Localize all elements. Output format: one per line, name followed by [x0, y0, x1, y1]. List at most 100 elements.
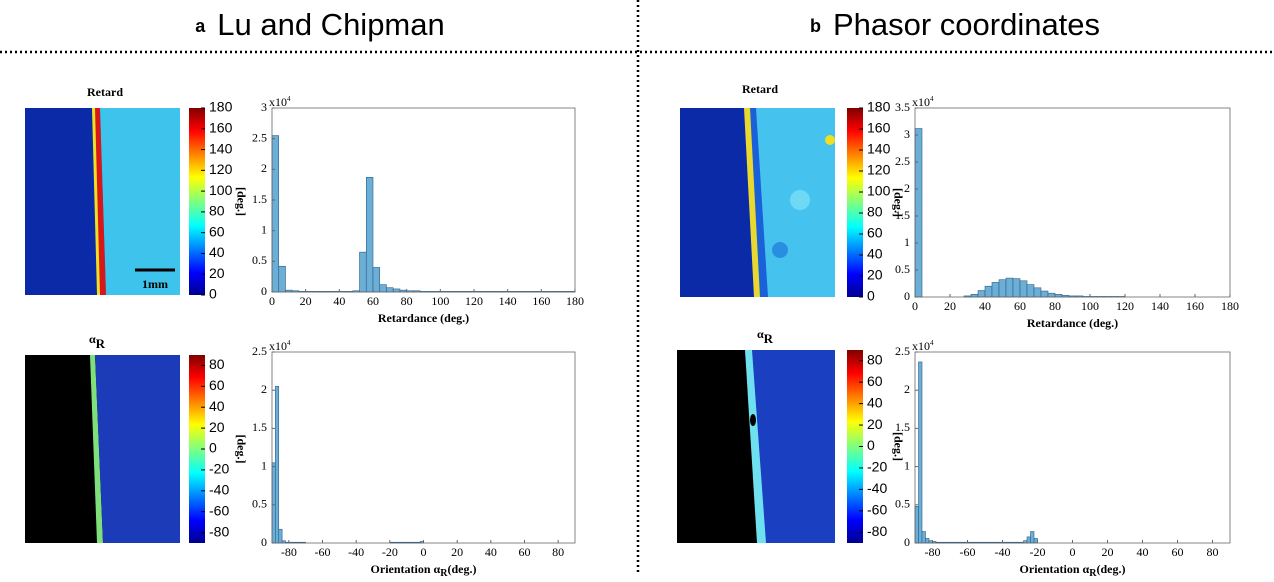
- y-tick-label: 0: [261, 535, 267, 549]
- colorbar-tick-label: 60: [867, 225, 883, 241]
- x-tick-label: 20: [300, 294, 312, 308]
- colorbar-tick-label: 80: [867, 351, 883, 367]
- y-tick-label: 3: [904, 127, 910, 141]
- y-tick-label: 2.5: [252, 344, 267, 358]
- colorbar-tick-label: 100: [209, 182, 233, 198]
- panel-title: Phasor coordinates: [833, 7, 1100, 42]
- colorbar-tick-label: 120: [209, 161, 233, 177]
- colorbar-tick-label: 100: [867, 183, 891, 199]
- colorbar-tick-label: 40: [209, 244, 225, 260]
- axis-scale: x104: [912, 95, 934, 109]
- bar: [1040, 290, 1049, 298]
- image-title: Retard: [742, 82, 778, 96]
- bar: [921, 531, 926, 544]
- scale-bar-label: 1mm: [142, 277, 168, 291]
- colorbar-label: [deg.]: [234, 435, 248, 464]
- image-title: αR: [757, 327, 774, 346]
- panel-header: a Lu and Chipman: [195, 7, 445, 42]
- x-tick-label: 80: [552, 545, 564, 559]
- axis-scale: x104: [912, 339, 934, 353]
- colorbar-tick-label: 40: [867, 394, 883, 410]
- y-tick-label: 2.5: [252, 130, 267, 144]
- bar: [1026, 284, 1035, 298]
- x-tick-label: 60: [1172, 545, 1184, 559]
- bar: [359, 251, 367, 293]
- colorbar-tick-label: -40: [209, 481, 229, 497]
- x-tick-label: -60: [315, 545, 331, 559]
- colorbar: [847, 350, 863, 543]
- bar: [278, 265, 286, 293]
- scale-exponent: 4: [930, 339, 934, 347]
- colorbar-tick-label: 0: [867, 437, 875, 453]
- bar: [914, 506, 919, 544]
- y-tick-label: 1.5: [252, 192, 267, 206]
- colorbar-tick-label: 140: [209, 140, 233, 156]
- colorbar: [189, 355, 205, 543]
- x-tick-label: 0: [1070, 545, 1076, 559]
- bar: [1019, 280, 1028, 298]
- colorbar-tick-label: 20: [867, 416, 883, 432]
- x-tick-label: 20: [1102, 545, 1114, 559]
- colorbar-tick-label: -80: [209, 523, 229, 539]
- title-sub: R: [96, 336, 106, 351]
- colorbar-label: [deg.]: [891, 188, 905, 217]
- bar: [925, 538, 930, 544]
- colorbar-tick-label: 180: [867, 99, 891, 115]
- x-tick-label: 40: [979, 299, 991, 313]
- x-tick-label: -80: [281, 545, 297, 559]
- panel-letter: b: [810, 16, 821, 36]
- x-tick-label: 20: [944, 299, 956, 313]
- colorbar-tick-label: 0: [209, 286, 217, 302]
- label-end: (deg.): [447, 562, 476, 576]
- colorbar-tick-label: 160: [867, 120, 891, 136]
- label-end: (deg.): [1096, 562, 1125, 576]
- bar: [1054, 293, 1063, 298]
- colorbar-tick-label: 60: [209, 223, 225, 239]
- y-tick-label: 0.5: [252, 497, 267, 511]
- y-tick-label: 0: [904, 289, 910, 303]
- colorbar: [847, 108, 863, 297]
- colorbar-label: [deg.]: [234, 187, 248, 216]
- y-tick-label: 2: [261, 161, 267, 175]
- colorbar-tick-label: 40: [209, 398, 225, 414]
- x-tick-label: 180: [566, 294, 584, 308]
- y-tick-label: 1: [261, 458, 267, 472]
- bar: [977, 290, 986, 298]
- y-tick-label: 1: [904, 235, 910, 249]
- plot-frame: [271, 351, 576, 544]
- colorbar-tick-label: 140: [867, 141, 891, 157]
- colorbar-tick-label: 120: [867, 162, 891, 178]
- x-tick-label: 100: [431, 294, 449, 308]
- y-tick-label: 2.5: [895, 154, 910, 168]
- x-axis-label: Orientation αR(deg.): [371, 562, 477, 580]
- title-main: α: [89, 332, 96, 346]
- bar: [1030, 531, 1035, 544]
- x-tick-label: 120: [1116, 299, 1134, 313]
- colorbar-tick-label: -20: [867, 459, 887, 475]
- axis-scale: x104: [269, 339, 291, 353]
- x-tick-label: 0: [421, 545, 427, 559]
- y-tick-label: 2: [261, 382, 267, 396]
- x-axis-label: Retardance (deg.): [1027, 316, 1118, 330]
- scale-exponent: 4: [930, 95, 934, 103]
- y-tick-label: 2: [904, 382, 910, 396]
- bar: [379, 284, 387, 293]
- panel-header: b Phasor coordinates: [810, 7, 1100, 42]
- y-tick-label: 0.5: [252, 253, 267, 267]
- title-sub: R: [764, 331, 774, 346]
- image: [680, 108, 835, 297]
- bar: [392, 288, 401, 293]
- bar: [1033, 287, 1042, 298]
- y-tick-label: 1.5: [895, 420, 910, 434]
- image-title: Retard: [87, 85, 123, 99]
- colorbar-tick-label: 60: [867, 373, 883, 389]
- bar: [970, 293, 979, 298]
- x-axis-label: Orientation αR(deg.): [1020, 562, 1126, 580]
- x-tick-label: 40: [1137, 545, 1149, 559]
- bar: [1012, 278, 1021, 298]
- bar: [1033, 538, 1038, 544]
- x-tick-label: -60: [960, 545, 976, 559]
- bar: [998, 279, 1007, 298]
- colorbar-tick-label: 40: [867, 246, 883, 262]
